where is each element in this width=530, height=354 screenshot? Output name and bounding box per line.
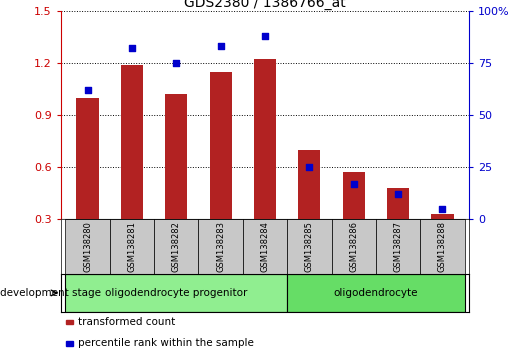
Bar xyxy=(65,274,287,312)
Bar xyxy=(287,219,332,274)
Point xyxy=(349,181,358,187)
Bar xyxy=(76,98,99,219)
Text: GSM138283: GSM138283 xyxy=(216,221,225,273)
Point xyxy=(128,45,136,51)
Text: GSM138282: GSM138282 xyxy=(172,222,181,272)
Bar xyxy=(121,64,143,219)
Bar xyxy=(431,214,454,219)
Point xyxy=(394,192,402,197)
Title: GDS2380 / 1386766_at: GDS2380 / 1386766_at xyxy=(184,0,346,10)
Bar xyxy=(420,219,465,274)
Bar xyxy=(287,274,465,312)
Bar xyxy=(198,219,243,274)
Bar xyxy=(110,219,154,274)
Bar xyxy=(243,219,287,274)
Bar xyxy=(165,94,188,219)
Point xyxy=(83,87,92,93)
Text: GSM138286: GSM138286 xyxy=(349,221,358,273)
Point xyxy=(305,164,314,170)
Bar xyxy=(154,219,198,274)
Text: oligodendrocyte progenitor: oligodendrocyte progenitor xyxy=(105,288,248,298)
Text: GSM138280: GSM138280 xyxy=(83,222,92,272)
Bar xyxy=(254,59,276,219)
Text: percentile rank within the sample: percentile rank within the sample xyxy=(78,338,254,348)
Text: GSM138281: GSM138281 xyxy=(127,222,136,272)
Bar xyxy=(387,188,409,219)
Bar xyxy=(376,219,420,274)
Point xyxy=(261,33,269,39)
Text: GSM138284: GSM138284 xyxy=(261,222,269,272)
Point xyxy=(216,43,225,49)
Text: oligodendrocyte: oligodendrocyte xyxy=(334,288,418,298)
Bar xyxy=(298,150,321,219)
Bar xyxy=(332,219,376,274)
Text: GSM138287: GSM138287 xyxy=(394,221,403,273)
Point xyxy=(438,206,447,212)
Point xyxy=(172,60,181,66)
Bar xyxy=(342,172,365,219)
Text: GSM138285: GSM138285 xyxy=(305,222,314,272)
Bar xyxy=(65,219,110,274)
Text: GSM138288: GSM138288 xyxy=(438,221,447,273)
Bar xyxy=(209,72,232,219)
Text: transformed count: transformed count xyxy=(78,317,175,327)
Text: development stage: development stage xyxy=(0,288,101,298)
